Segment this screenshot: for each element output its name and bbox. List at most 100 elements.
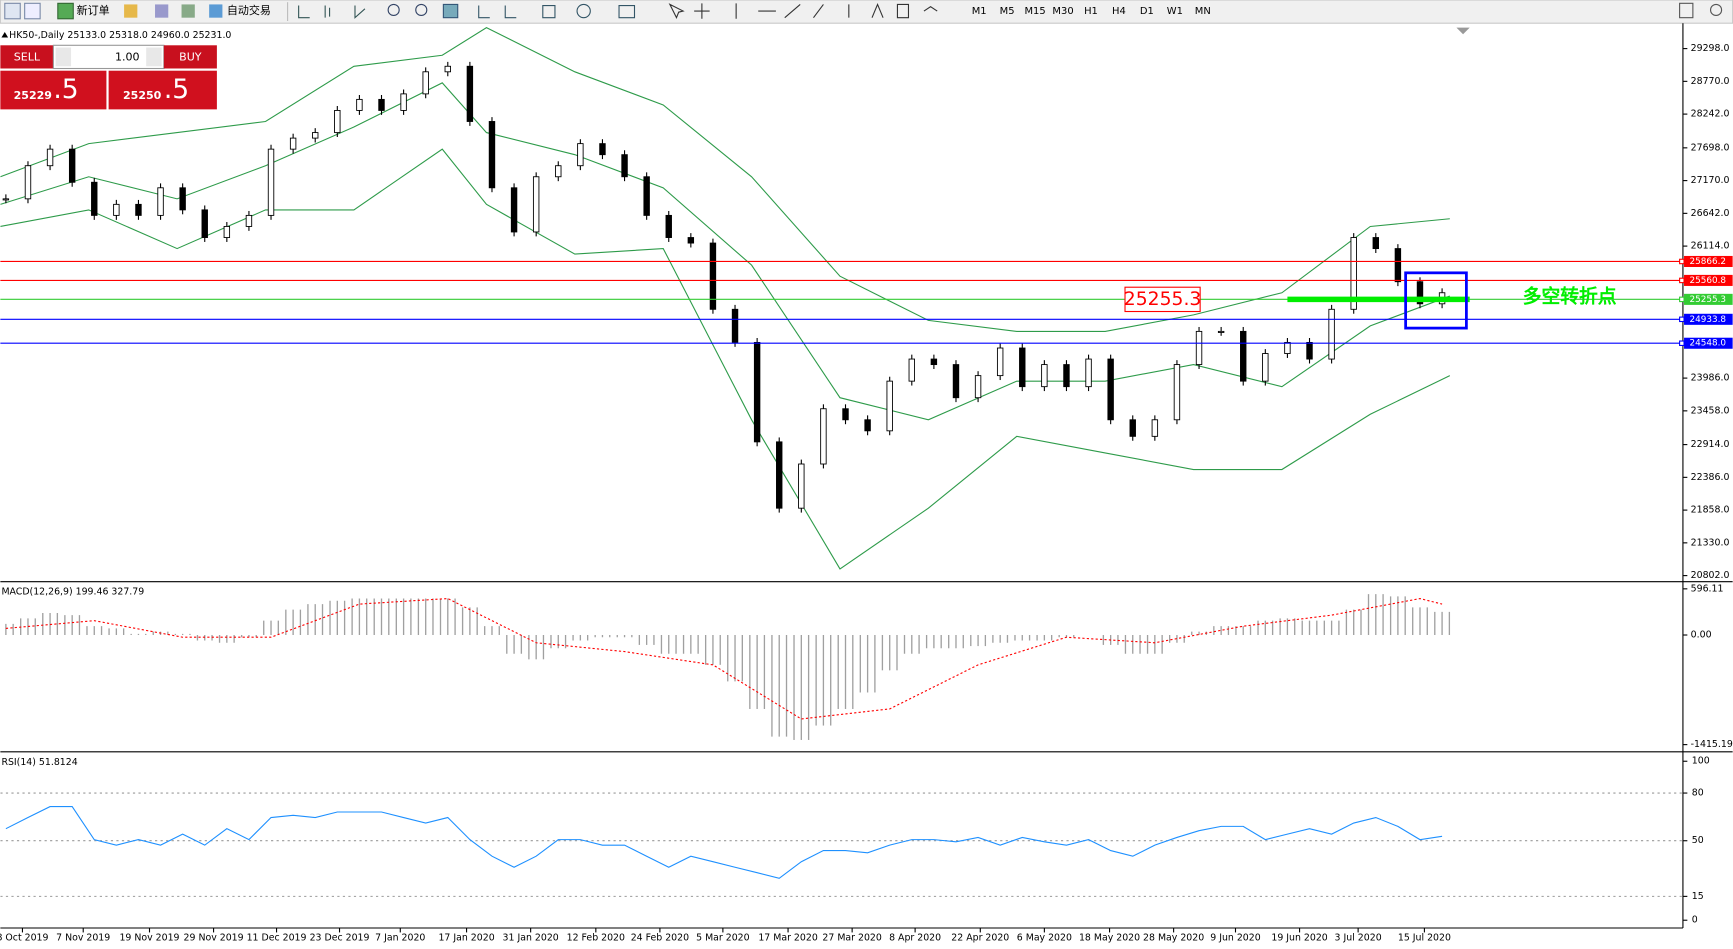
y-tick-label: 596.11 xyxy=(1691,583,1724,594)
candle xyxy=(1416,281,1424,305)
candle xyxy=(665,214,672,238)
buy-label[interactable]: BUY xyxy=(179,50,202,63)
candle xyxy=(952,364,960,399)
lot-up[interactable] xyxy=(146,47,162,67)
y-tick-label: 28770.0 xyxy=(1691,76,1730,87)
icon[interactable] xyxy=(181,4,195,18)
timeframe-button[interactable]: H4 xyxy=(1112,6,1126,17)
lot-value[interactable]: 1.00 xyxy=(115,50,140,63)
timeframes: M1 M5 M15 M30 H1 H4 D1 W1 MN xyxy=(972,6,1211,17)
indicator-title: HK50-,Daily 25133.0 25318.0 24960.0 2523… xyxy=(9,30,231,41)
candle xyxy=(532,176,540,233)
candle xyxy=(267,148,275,216)
candle xyxy=(1372,237,1380,250)
candle xyxy=(1041,364,1048,388)
new-order-icon[interactable] xyxy=(57,2,74,20)
candle xyxy=(46,148,54,167)
panel xyxy=(0,792,1683,897)
level-label-bg xyxy=(1684,337,1733,349)
candle xyxy=(334,109,341,134)
candle xyxy=(201,209,208,238)
icons[interactable] xyxy=(298,5,366,19)
timeframe-button[interactable]: M5 xyxy=(1000,6,1015,17)
candle xyxy=(1173,364,1181,421)
tile[interactable] xyxy=(442,3,459,19)
icon[interactable] xyxy=(155,4,169,18)
buy-price-pips[interactable]: .5 xyxy=(164,74,189,105)
candle xyxy=(356,98,363,111)
candle xyxy=(908,358,915,382)
lot-down[interactable] xyxy=(55,47,72,67)
icon[interactable] xyxy=(24,2,41,20)
candle xyxy=(400,93,407,111)
y-tick-label: 23986.0 xyxy=(1691,373,1730,384)
candle xyxy=(157,187,164,216)
x-tick-label: 31 Jan 2020 xyxy=(503,932,559,943)
candle xyxy=(599,143,606,156)
auto-trading-icon[interactable] xyxy=(209,4,223,18)
x-tick-label: 9 Jun 2020 xyxy=(1210,932,1260,943)
buy-button[interactable] xyxy=(163,45,217,69)
zoom-in[interactable] xyxy=(387,3,400,17)
x-tick-label: 28 May 2020 xyxy=(1143,932,1204,943)
candle xyxy=(709,242,717,310)
x-tick-label: 24 Feb 2020 xyxy=(631,932,689,943)
sell-button[interactable] xyxy=(0,45,54,69)
candle xyxy=(1063,364,1070,388)
buy-price[interactable]: 25250 xyxy=(123,89,162,102)
candle xyxy=(1284,341,1291,354)
y-tick-label: 26114.0 xyxy=(1691,241,1730,252)
timeframe-button[interactable]: W1 xyxy=(1167,6,1183,17)
search[interactable] xyxy=(1679,2,1694,19)
sell-price[interactable]: 25229 xyxy=(14,89,52,102)
candle xyxy=(930,358,938,366)
timeframe-button[interactable]: M30 xyxy=(1052,6,1073,17)
level-label: 24933.8 xyxy=(1690,315,1727,325)
y-tick-label: 22914.0 xyxy=(1691,439,1730,450)
candle xyxy=(223,225,231,238)
auto-trading[interactable]: 自动交易 xyxy=(227,3,271,17)
buy-price-box[interactable] xyxy=(108,70,217,110)
timeframe-button[interactable]: M1 xyxy=(972,6,987,17)
annotation-box xyxy=(1124,286,1201,313)
candle xyxy=(1328,308,1335,360)
y-tick-label: 15 xyxy=(1692,891,1704,902)
level-label: 25866.2 xyxy=(1690,257,1727,267)
bollinger-band xyxy=(0,26,1450,332)
panel xyxy=(5,594,1451,740)
icon[interactable] xyxy=(4,2,21,20)
account[interactable] xyxy=(1709,3,1723,17)
sell-label[interactable]: SELL xyxy=(14,50,41,63)
candle xyxy=(1195,330,1203,366)
y-tick-label: 23458.0 xyxy=(1691,405,1730,416)
candle xyxy=(378,98,385,111)
x-tick-label: 5 Mar 2020 xyxy=(696,932,750,943)
candle xyxy=(289,137,297,150)
y-tick-label: 80 xyxy=(1692,788,1704,799)
drawing-tools[interactable] xyxy=(668,2,938,20)
candle xyxy=(91,181,98,216)
x-tick-label: 3 Jul 2020 xyxy=(1335,932,1382,943)
x-tick-label: 15 Jul 2020 xyxy=(1398,932,1451,943)
x-tick-label: 11 Dec 2019 xyxy=(247,932,307,943)
y-tick-label: -1415.19 xyxy=(1691,739,1733,750)
sell-price-pips[interactable]: .5 xyxy=(53,74,78,105)
x-tick-label: 17 Jan 2020 xyxy=(438,932,494,943)
zoom-out[interactable] xyxy=(415,3,428,17)
icon[interactable] xyxy=(124,4,138,18)
timeframe-button[interactable]: H1 xyxy=(1084,6,1098,17)
timeframe-button[interactable]: MN xyxy=(1195,6,1211,17)
shift-marker xyxy=(1456,27,1470,35)
candle xyxy=(753,341,761,443)
x-tick-label: 12 Feb 2020 xyxy=(567,932,625,943)
sell-price-box[interactable] xyxy=(0,70,107,110)
level-label: 24548.0 xyxy=(1690,339,1727,349)
level-label-bg xyxy=(1684,255,1733,267)
timeframe-button[interactable]: M15 xyxy=(1024,6,1045,17)
candle xyxy=(312,132,319,139)
icons[interactable] xyxy=(478,3,636,19)
new-order[interactable]: 新订单 xyxy=(77,3,110,17)
candle xyxy=(113,203,120,216)
timeframe-button[interactable]: D1 xyxy=(1140,6,1154,17)
